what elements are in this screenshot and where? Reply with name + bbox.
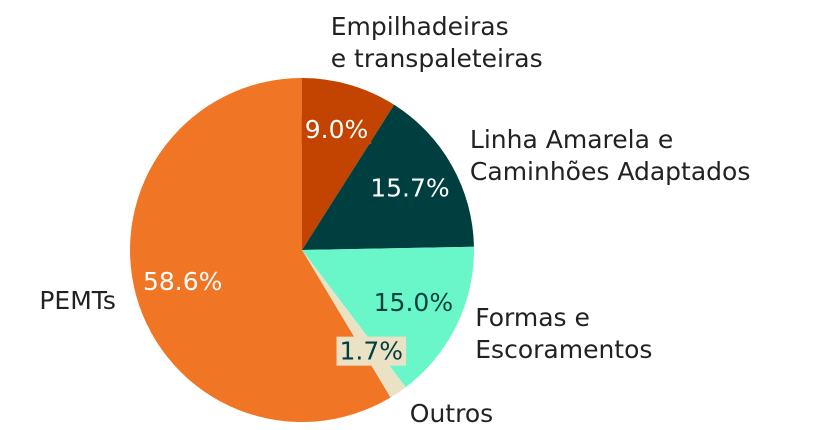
category-label: Linha Amarela e Caminhões Adaptados <box>469 124 751 186</box>
value-label: 9.0% <box>305 115 369 144</box>
value-label: 1.7% <box>340 337 404 366</box>
value-label-bg <box>367 173 453 203</box>
value-label-bg <box>336 336 407 366</box>
value-label-bg <box>370 288 457 318</box>
category-label: Formas e Escoramentos <box>475 303 653 365</box>
pie-slice <box>130 78 391 422</box>
category-label: Outros <box>409 399 494 428</box>
value-label-group: 15.0% <box>370 288 457 318</box>
value-label-group: 58.6% <box>139 267 226 297</box>
value-label: 15.0% <box>374 288 453 317</box>
value-label-group: 9.0% <box>301 115 372 145</box>
value-label-bg <box>301 115 372 145</box>
value-label-bg <box>139 267 226 297</box>
value-label-group: 15.7% <box>367 173 453 203</box>
value-label-group: 1.7% <box>336 336 407 366</box>
category-label: Empilhadeiras e transpaleteiras <box>330 12 543 73</box>
value-label: 58.6% <box>143 267 222 296</box>
category-label: PEMTs <box>39 286 116 316</box>
value-label: 15.7% <box>370 173 449 202</box>
